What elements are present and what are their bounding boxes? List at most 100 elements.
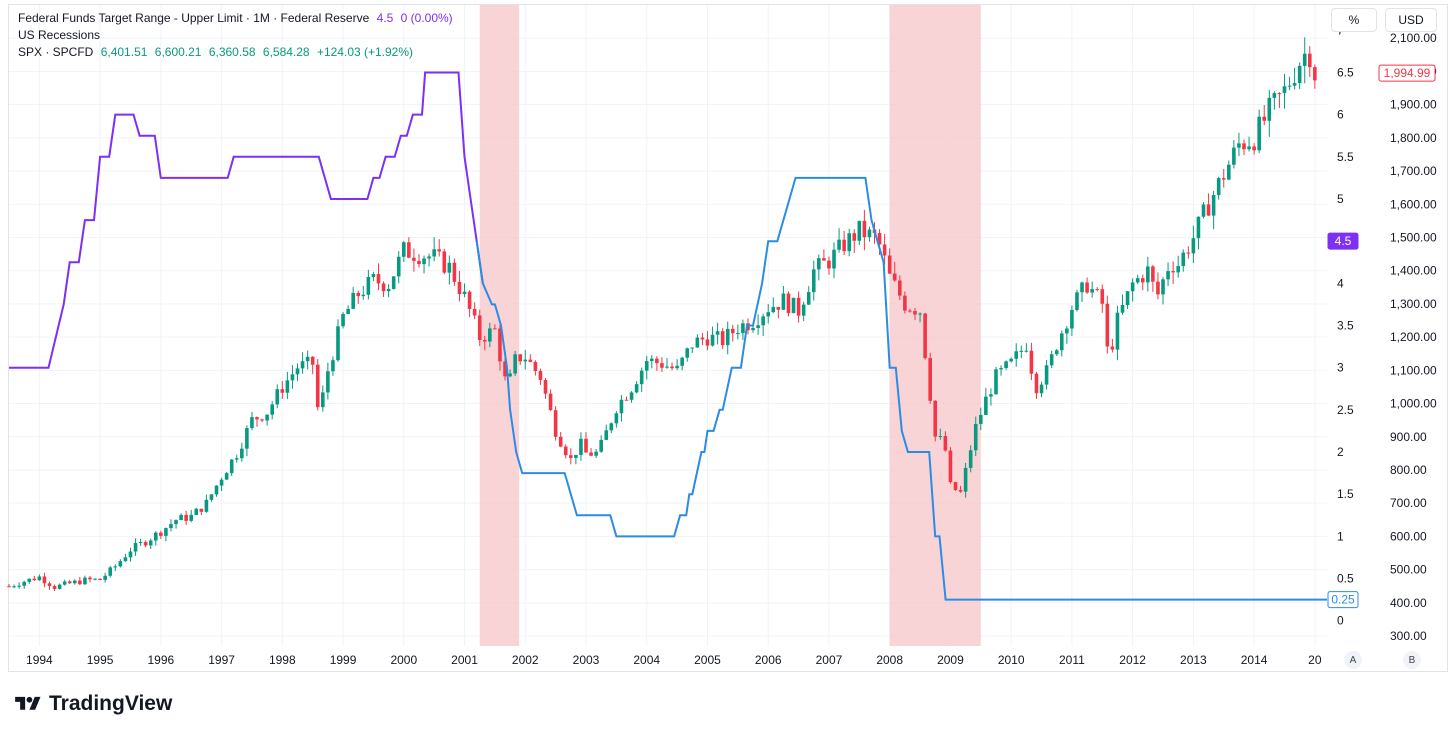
right-axis-tick-16: 1,900.00 xyxy=(1390,98,1437,112)
spx-candle-116 xyxy=(594,448,598,458)
spx-candle-body xyxy=(169,524,173,529)
legend-spx-close: 6,584.28 xyxy=(262,45,310,59)
auto-scale-button[interactable]: A xyxy=(1344,651,1362,669)
spx-candle-body xyxy=(1166,271,1170,280)
x-axis-tick-19: 2013 xyxy=(1180,653,1207,667)
spx-candle-body xyxy=(295,368,300,375)
spx-candle-47 xyxy=(245,425,249,457)
spx-candle-51 xyxy=(265,414,269,426)
spx-candle-body xyxy=(1014,351,1019,359)
chart-frame[interactable] xyxy=(8,4,1448,672)
spx-candle-207 xyxy=(1054,349,1059,357)
spx-candle-138 xyxy=(705,331,710,351)
spx-candle-body xyxy=(685,348,690,358)
legend-spx[interactable]: SPX · SPCFD 6,401.51 6,600.21 6,360.58 6… xyxy=(18,44,417,60)
spx-candle-body xyxy=(604,430,609,440)
spx-candle-body xyxy=(1297,65,1302,84)
spx-candle-20 xyxy=(108,565,113,578)
spx-candle-body xyxy=(37,576,42,581)
spx-candle-body xyxy=(442,251,447,273)
right-axis-tick-6: 900.00 xyxy=(1390,430,1427,444)
left-axis-tick-1: 0.5 xyxy=(1337,572,1354,586)
spx-price-tag: 1,994.99 xyxy=(1378,64,1436,82)
spx-candle-224 xyxy=(1140,274,1145,291)
spx-candle-258 xyxy=(1313,64,1317,89)
spx-candle-body xyxy=(862,220,867,238)
spx-candle-body xyxy=(563,446,568,456)
spx-candle-body xyxy=(680,357,684,366)
spx-candle-121 xyxy=(619,395,624,422)
spx-candle-body xyxy=(477,315,482,341)
spx-candle-175 xyxy=(892,261,897,282)
spx-candle-216 xyxy=(1100,284,1105,313)
right-axis-tick-0: 300.00 xyxy=(1390,629,1427,643)
spx-candle-194 xyxy=(989,388,993,406)
spx-candle-82 xyxy=(422,255,426,274)
spx-candle-body xyxy=(447,262,452,273)
tradingview-logo[interactable]: TradingView xyxy=(12,692,172,716)
legend-recessions[interactable]: US Recessions xyxy=(18,27,104,43)
spx-candle-body xyxy=(199,508,204,512)
spx-candle-139 xyxy=(710,326,715,347)
x-axis-tick-5: 1999 xyxy=(330,653,357,667)
spx-candle-50 xyxy=(260,418,264,423)
spx-candle-body xyxy=(720,331,725,346)
spx-candle-body xyxy=(1049,354,1054,366)
spx-candle-169 xyxy=(862,209,867,251)
spx-candle-body xyxy=(1267,97,1272,121)
spx-candle-112 xyxy=(574,454,578,465)
percent-scale-label[interactable]: % xyxy=(1331,8,1377,32)
spx-candle-body xyxy=(822,258,826,261)
spx-candle-210 xyxy=(1070,305,1074,336)
spx-candle-body xyxy=(1161,279,1165,295)
spx-candle-body xyxy=(255,417,259,420)
spx-candle-229 xyxy=(1166,262,1170,286)
spx-candle-237 xyxy=(1206,193,1211,216)
spx-candle-199 xyxy=(1014,343,1019,367)
spx-candle-body xyxy=(730,328,735,334)
spx-candle-body xyxy=(1004,361,1008,368)
fedfunds-line-purple xyxy=(9,71,484,369)
spx-candle-body xyxy=(1227,164,1231,180)
spx-candle-body xyxy=(650,358,654,362)
spx-candle-12 xyxy=(67,580,72,584)
right-axis-tick-4: 700.00 xyxy=(1390,496,1427,510)
spx-candle-body xyxy=(250,417,254,429)
spx-candle-body xyxy=(984,396,988,415)
legend-fedfunds[interactable]: Federal Funds Target Range - Upper Limit… xyxy=(18,10,457,26)
spx-candle-body xyxy=(766,312,771,317)
spx-candle-6 xyxy=(37,574,42,581)
spx-candle-body xyxy=(1242,143,1246,150)
spx-candle-body xyxy=(710,334,715,346)
spx-candle-body xyxy=(1009,358,1013,362)
spx-candle-body xyxy=(695,337,700,348)
legend-spx-low: 6,360.58 xyxy=(208,45,256,59)
spx-candle-body xyxy=(994,369,998,395)
legend-fedfunds-change: 0 (0.00%) xyxy=(400,11,453,25)
legend-spx-title: SPX · SPCFD xyxy=(18,45,94,59)
left-axis-tick-6: 3 xyxy=(1337,361,1344,375)
spx-candle-203 xyxy=(1034,371,1039,399)
spx-candle-195 xyxy=(994,366,998,395)
spx-candle-30 xyxy=(159,530,163,540)
spx-candle-124 xyxy=(634,381,639,394)
spx-candle-255 xyxy=(1297,62,1302,89)
usd-scale-label[interactable]: USD xyxy=(1385,8,1437,32)
chart-plot[interactable]: 00.511.522.533.544.555.566.57300.00400.0… xyxy=(0,0,1456,690)
spx-candle-body xyxy=(493,328,497,330)
spx-candle-62 xyxy=(321,385,325,412)
spx-candle-131 xyxy=(670,362,674,371)
spx-candle-226 xyxy=(1151,264,1155,292)
spx-candle-253 xyxy=(1287,76,1292,91)
right-axis-tick-15: 1,800.00 xyxy=(1390,131,1437,145)
spx-candle-body xyxy=(1100,289,1105,304)
spx-candle-86 xyxy=(442,248,447,275)
spx-candle-114 xyxy=(584,431,588,453)
spx-candle-41 xyxy=(214,485,219,497)
spx-candle-208 xyxy=(1059,330,1064,357)
spx-candle-body xyxy=(791,297,796,314)
log-scale-button[interactable]: B xyxy=(1403,651,1421,669)
spx-candle-body xyxy=(725,328,730,346)
spx-candle-77 xyxy=(396,251,401,284)
spx-candle-197 xyxy=(1004,360,1008,371)
